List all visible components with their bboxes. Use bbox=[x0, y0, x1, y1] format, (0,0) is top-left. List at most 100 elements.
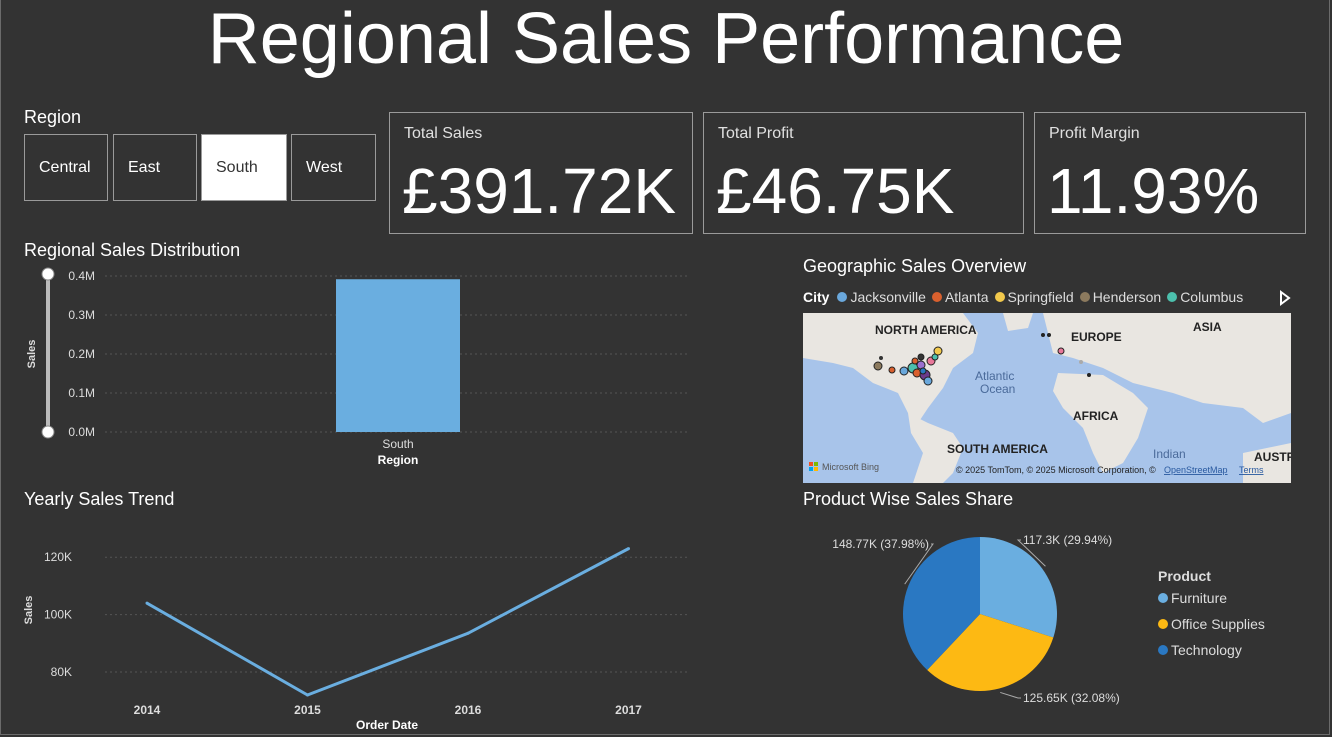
legend-label: Office Supplies bbox=[1171, 616, 1265, 632]
legend-label: Henderson bbox=[1092, 289, 1162, 305]
card-value: £391.72K bbox=[402, 155, 677, 227]
legend-item-columbus[interactable]: Columbus bbox=[1167, 289, 1243, 305]
y-tick-label: 0.3M bbox=[68, 308, 95, 322]
bar-south bbox=[336, 279, 460, 432]
x-tick-label: 2017 bbox=[615, 703, 642, 717]
legend-item-jacksonville[interactable]: Jacksonville bbox=[837, 289, 926, 305]
map-label: NORTH AMERICA bbox=[875, 323, 977, 337]
map-label: Indian bbox=[1153, 447, 1186, 461]
map-copyright: © 2025 TomTom, © 2025 Microsoft Corporat… bbox=[956, 465, 1156, 475]
pie-slice-technology bbox=[903, 537, 980, 671]
product-legend: Product Furniture Office Supplies Techno… bbox=[1158, 568, 1265, 668]
legend-item-atlanta[interactable]: Atlanta bbox=[931, 289, 989, 305]
x-tick-label: 2014 bbox=[134, 703, 161, 717]
map-label: Atlantic bbox=[975, 369, 1014, 383]
map-label: AFRICA bbox=[1073, 409, 1119, 423]
range-slider-handle-top bbox=[41, 267, 55, 281]
map-label: Ocean bbox=[980, 382, 1015, 396]
pie-data-label: 148.77K (37.98%) bbox=[832, 537, 929, 551]
pie-slice-furniture bbox=[980, 537, 1057, 638]
y-tick-label: 100K bbox=[44, 608, 72, 622]
y-tick-label: 0.2M bbox=[68, 347, 95, 361]
map-label: ASIA bbox=[1193, 320, 1222, 334]
y-tick-label: 120K bbox=[44, 550, 72, 564]
total-profit-card: Total Profit £46.75K bbox=[703, 112, 1024, 234]
card-label: Total Profit bbox=[718, 125, 794, 142]
legend-next-arrow-icon[interactable] bbox=[1278, 290, 1292, 306]
region-option-central[interactable]: Central bbox=[24, 134, 108, 201]
x-tick-label: 2015 bbox=[294, 703, 321, 717]
pie-chart-title: Product Wise Sales Share bbox=[803, 489, 1014, 509]
legend-label: Columbus bbox=[1180, 289, 1244, 305]
map-label: AUSTRAL bbox=[1254, 450, 1291, 464]
y-tick-label: 80K bbox=[51, 665, 72, 679]
pie-leader-line bbox=[904, 543, 934, 585]
data-point-2016 bbox=[466, 631, 470, 635]
y-axis-label: Sales bbox=[26, 340, 38, 369]
terms-link[interactable]: Terms bbox=[1239, 465, 1264, 475]
legend-item-office-supplies[interactable]: Office Supplies bbox=[1158, 616, 1265, 632]
pie-leader-line bbox=[1016, 539, 1046, 567]
legend-dot bbox=[1079, 292, 1090, 302]
city-markers bbox=[873, 333, 1091, 386]
region-option-west[interactable]: West bbox=[291, 134, 376, 201]
x-tick-label: 2016 bbox=[455, 703, 482, 717]
pie-data-label: 125.65K (32.08%) bbox=[1023, 691, 1120, 705]
map-label: EUROPE bbox=[1071, 330, 1122, 344]
bar-chart-title: Regional Sales Distribution bbox=[24, 240, 241, 260]
pie-leader-line bbox=[1000, 691, 1021, 699]
legend-dot bbox=[1158, 645, 1168, 655]
x-tick-label: South bbox=[382, 437, 413, 451]
region-option-east[interactable]: East bbox=[113, 134, 197, 201]
data-point-2017 bbox=[627, 547, 630, 551]
legend-label: Technology bbox=[1171, 642, 1242, 658]
world-map[interactable]: NORTH AMERICA EUROPE ASIA AFRICA SOUTH A… bbox=[803, 313, 1291, 483]
legend-item-furniture[interactable]: Furniture bbox=[1158, 590, 1265, 606]
product-legend-title: Product bbox=[1158, 568, 1211, 584]
legend-label: Jacksonville bbox=[850, 289, 926, 305]
data-point-2014 bbox=[145, 601, 149, 605]
pie-slice-office-supplies bbox=[927, 614, 1054, 691]
yearly-sales-line-chart: Sales 80K 100K 120K 2014 2015 2016 2017 Order Da… bbox=[23, 547, 690, 732]
legend-label: Springfield bbox=[1007, 289, 1074, 305]
y-tick-label: 0.0M bbox=[68, 425, 95, 439]
data-point-2015 bbox=[306, 693, 309, 697]
city-legend: City Jacksonville Atlanta Springfield He… bbox=[803, 289, 1249, 305]
card-label: Profit Margin bbox=[1049, 125, 1140, 142]
y-tick-label: 0.1M bbox=[68, 386, 95, 400]
card-value: 11.93% bbox=[1047, 155, 1260, 227]
x-axis-label: Region bbox=[378, 453, 419, 467]
range-slider-handle-bottom bbox=[41, 425, 55, 439]
line-chart-title: Yearly Sales Trend bbox=[24, 489, 175, 509]
legend-dot bbox=[837, 292, 848, 302]
legend-item-technology[interactable]: Technology bbox=[1158, 642, 1265, 658]
legend-dot bbox=[1167, 292, 1178, 302]
legend-label: Atlanta bbox=[944, 289, 989, 305]
total-sales-card: Total Sales £391.72K bbox=[389, 112, 693, 234]
city-legend-title: City bbox=[803, 289, 830, 305]
legend-dot bbox=[1158, 593, 1168, 603]
y-axis-label: Sales bbox=[23, 596, 35, 625]
map-label: SOUTH AMERICA bbox=[947, 442, 1048, 456]
legend-dot bbox=[994, 292, 1005, 302]
profit-margin-card: Profit Margin 11.93% bbox=[1034, 112, 1306, 234]
legend-item-henderson[interactable]: Henderson bbox=[1079, 289, 1162, 305]
legend-item-springfield[interactable]: Springfield bbox=[994, 289, 1074, 305]
map-canvas: NORTH AMERICA EUROPE ASIA AFRICA SOUTH A… bbox=[803, 313, 1291, 483]
regional-sales-bar-chart: Sales 0.0M 0.1M 0.2M 0.3M 0.4M South Region bbox=[26, 267, 690, 467]
sales-trend-line bbox=[146, 547, 630, 697]
card-value: £46.75K bbox=[716, 155, 955, 227]
region-option-south[interactable]: South bbox=[201, 134, 287, 201]
legend-dot bbox=[931, 292, 942, 302]
card-label: Total Sales bbox=[404, 125, 483, 142]
y-tick-label: 0.4M bbox=[68, 269, 95, 283]
bing-logo: Microsoft Bing bbox=[822, 462, 879, 472]
region-slicer-title: Region bbox=[24, 107, 82, 127]
pie-data-label: 117.3K (29.94%) bbox=[1023, 533, 1112, 547]
osm-link[interactable]: OpenStreetMap bbox=[1164, 465, 1228, 475]
map-title: Geographic Sales Overview bbox=[803, 256, 1027, 276]
page-title: Regional Sales Performance bbox=[207, 0, 1125, 79]
product-sales-pie-chart: 117.3K (29.94%) 125.65K (32.08%) 148.77K (… bbox=[832, 533, 1120, 705]
legend-dot bbox=[1158, 619, 1168, 629]
